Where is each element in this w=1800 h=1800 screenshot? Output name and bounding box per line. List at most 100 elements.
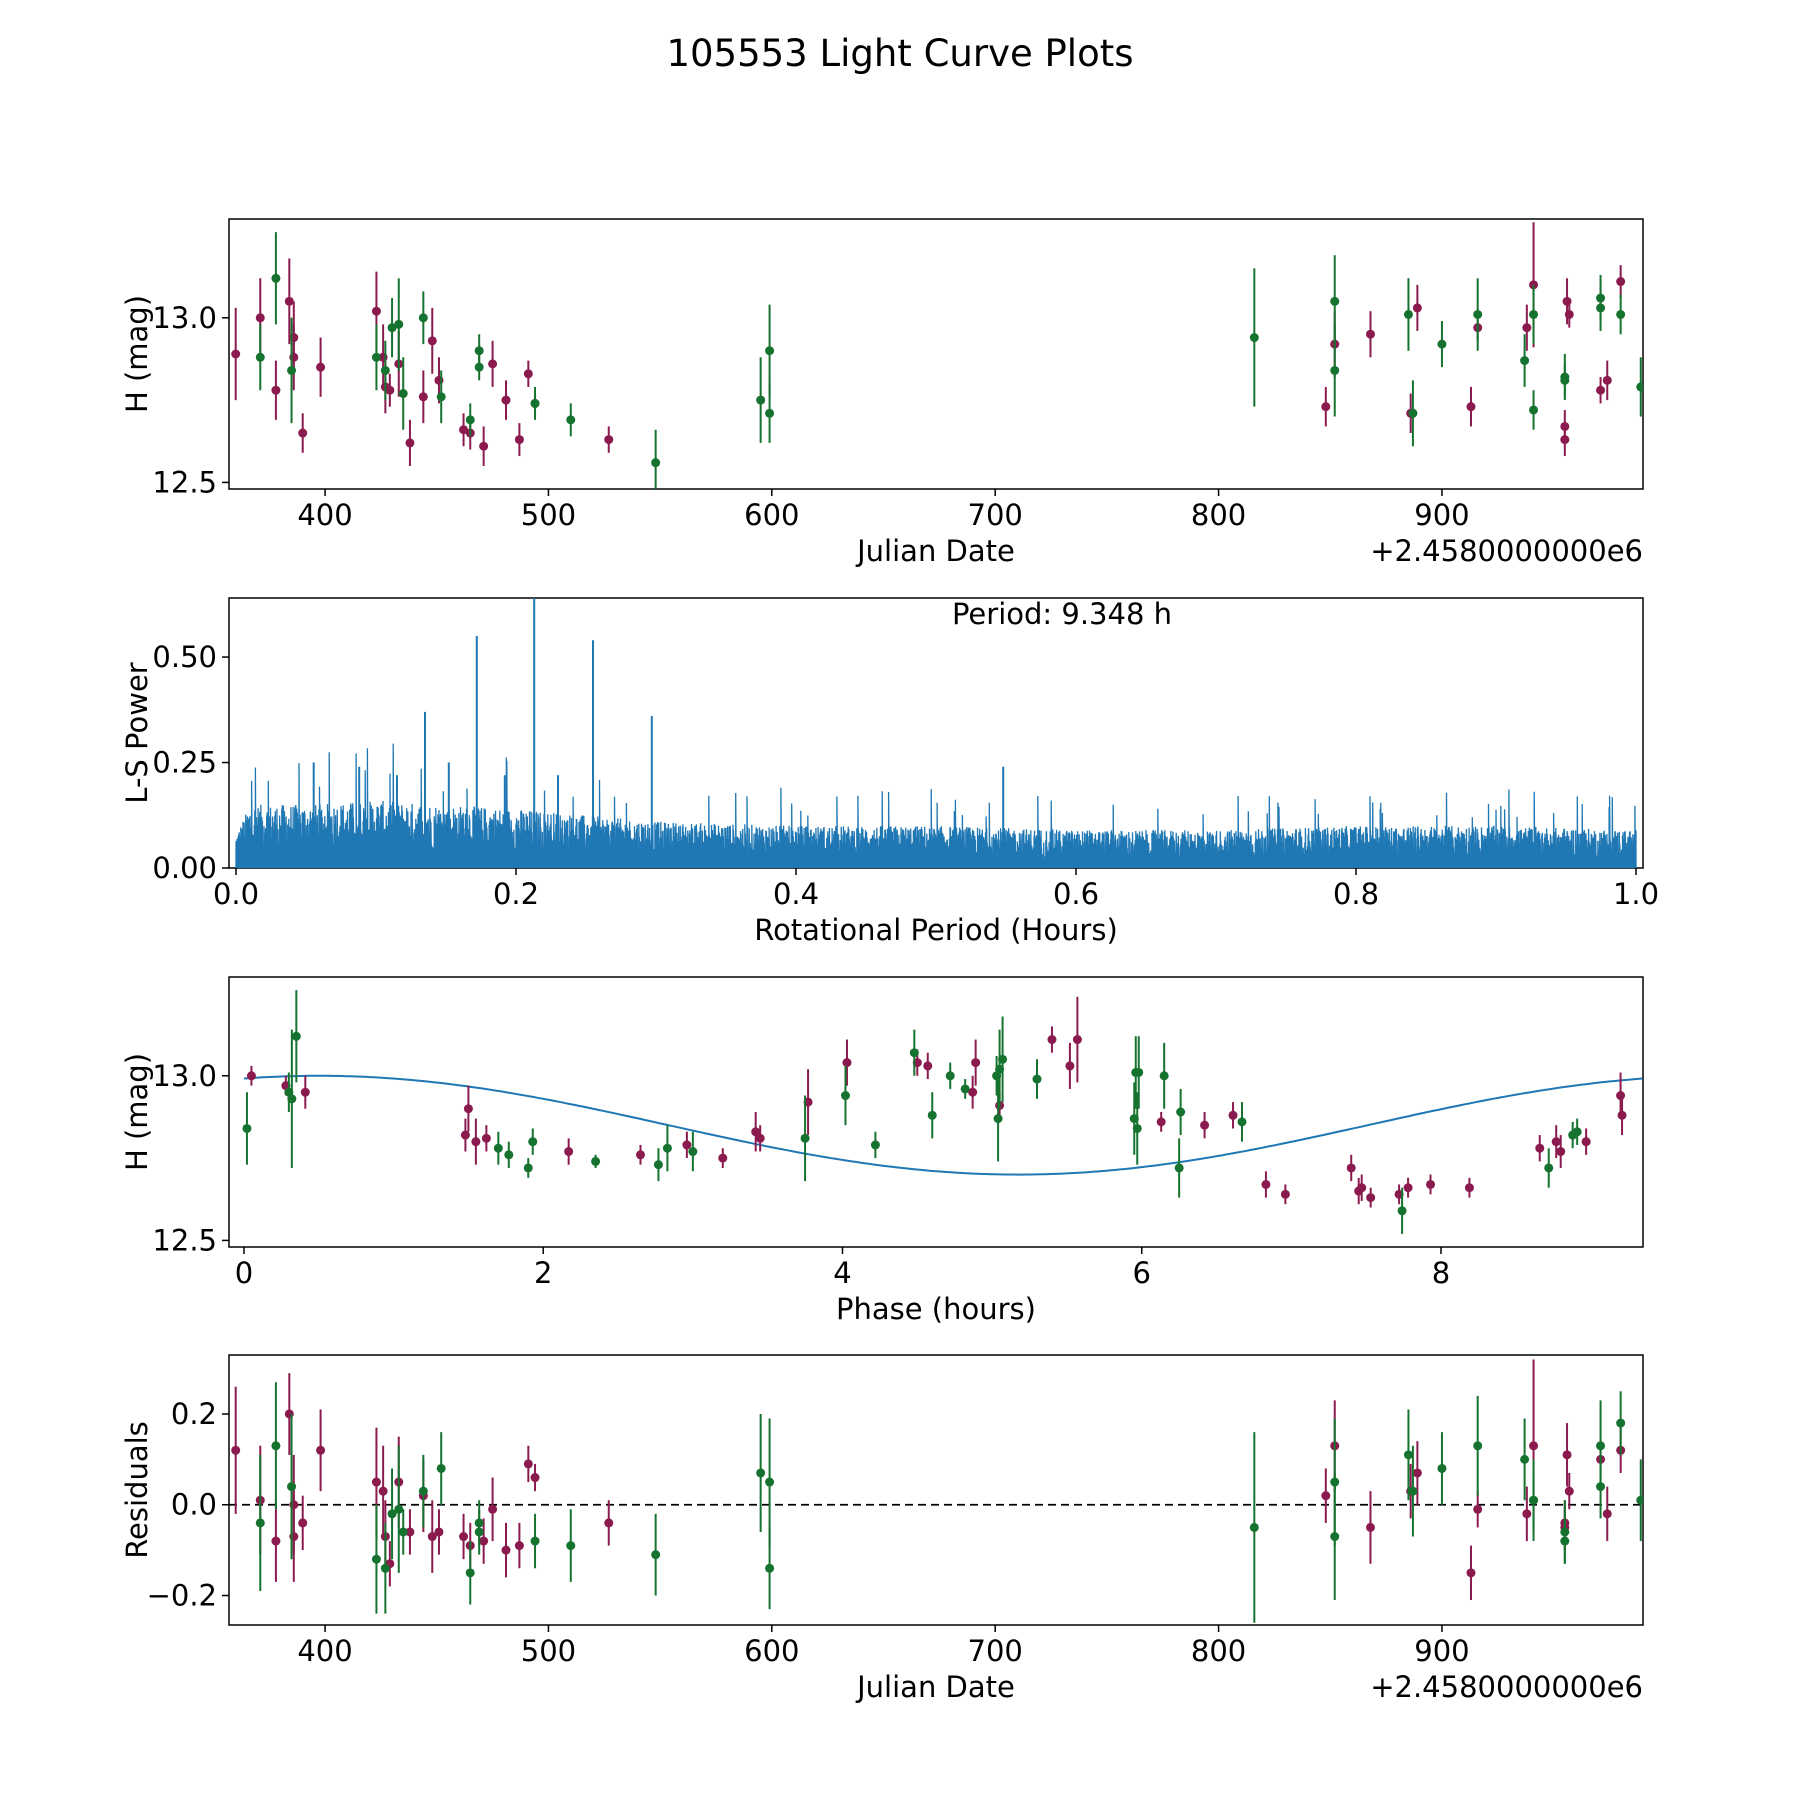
magenta-data-point bbox=[1522, 1509, 1532, 1519]
green-data-point bbox=[1544, 1163, 1554, 1173]
green-data-point bbox=[271, 1441, 281, 1451]
green-data-point bbox=[387, 323, 397, 333]
y-tick-label: 0.0 bbox=[171, 1488, 217, 1522]
magenta-data-point bbox=[231, 1445, 241, 1455]
magenta-data-point bbox=[1466, 1568, 1476, 1578]
magenta-data-point bbox=[1200, 1120, 1210, 1130]
magenta-data-point bbox=[459, 425, 469, 435]
green-data-point bbox=[756, 1468, 766, 1478]
green-data-point bbox=[1249, 1522, 1259, 1532]
magenta-data-point bbox=[755, 1133, 765, 1143]
magenta-data-point bbox=[1357, 1183, 1367, 1193]
green-data-point bbox=[287, 365, 297, 375]
magenta-data-point bbox=[418, 392, 428, 402]
magenta-data-point bbox=[271, 1536, 281, 1546]
green-data-point bbox=[927, 1110, 937, 1120]
green-data-point bbox=[474, 346, 484, 356]
magenta-data-point bbox=[635, 1150, 645, 1160]
magenta-data-point bbox=[1560, 435, 1570, 445]
green-data-point bbox=[1330, 296, 1340, 306]
y-tick-label: −0.2 bbox=[147, 1579, 217, 1613]
magenta-data-point bbox=[1602, 375, 1612, 385]
magenta-data-point bbox=[460, 1130, 470, 1140]
green-data-point bbox=[1529, 309, 1539, 319]
green-data-point bbox=[380, 1563, 390, 1573]
x-tick-label: 600 bbox=[744, 1634, 799, 1668]
y-tick-label: 0.2 bbox=[171, 1397, 217, 1431]
y-axis-label: H (mag) bbox=[120, 295, 154, 413]
magenta-data-point bbox=[1065, 1061, 1075, 1071]
green-data-point bbox=[398, 1527, 408, 1537]
x-offset-label: +2.4580000000e6 bbox=[1370, 1670, 1643, 1704]
green-data-point bbox=[530, 1536, 540, 1546]
magenta-data-point bbox=[246, 1071, 256, 1081]
green-data-point bbox=[840, 1091, 850, 1101]
magenta-data-point bbox=[488, 359, 498, 369]
green-data-point bbox=[1596, 1441, 1606, 1451]
x-tick-label: 800 bbox=[1191, 1634, 1246, 1668]
x-tick-label: 8 bbox=[1432, 1256, 1450, 1290]
magenta-data-point bbox=[1556, 1147, 1566, 1157]
magenta-data-point bbox=[298, 1518, 308, 1528]
model-group bbox=[243, 1074, 1643, 1176]
green-data-point bbox=[287, 1482, 297, 1492]
magenta-data-point bbox=[1261, 1179, 1271, 1189]
magenta-data-point bbox=[427, 336, 437, 346]
x-tick-label: 0.2 bbox=[493, 877, 539, 911]
magenta-data-point bbox=[316, 1445, 326, 1455]
green-data-point bbox=[465, 1568, 475, 1578]
x-tick-label: 0.0 bbox=[213, 877, 259, 911]
green-data-point bbox=[998, 1054, 1008, 1064]
magenta-data-point bbox=[378, 1486, 388, 1496]
magenta-data-point bbox=[271, 385, 281, 395]
green-data-point bbox=[1473, 1441, 1483, 1451]
green-data-point bbox=[765, 346, 775, 356]
magenta-data-point bbox=[1564, 309, 1574, 319]
magenta-data-point bbox=[1047, 1035, 1057, 1045]
green-data-point bbox=[530, 398, 540, 408]
magenta-data-point bbox=[1617, 1110, 1627, 1120]
green-data-point bbox=[1176, 1107, 1186, 1117]
magenta-data-point bbox=[1412, 303, 1422, 313]
magenta-data-point bbox=[1365, 329, 1375, 339]
magenta-data-point bbox=[1581, 1137, 1591, 1147]
magenta-data-point bbox=[1412, 1468, 1422, 1478]
magenta-data-point bbox=[1564, 1486, 1574, 1496]
green-data-point bbox=[651, 1550, 661, 1560]
x-tick-label: 0 bbox=[235, 1256, 253, 1290]
green-data-point bbox=[1237, 1117, 1247, 1127]
magenta-data-point bbox=[1464, 1183, 1474, 1193]
magenta-data-point bbox=[231, 349, 241, 359]
data-points bbox=[231, 1359, 1643, 1623]
x-axis-label: Rotational Period (Hours) bbox=[754, 913, 1118, 947]
y-tick-label: 12.5 bbox=[152, 1223, 217, 1257]
magenta-data-point bbox=[459, 1532, 469, 1542]
magenta-data-point bbox=[682, 1140, 692, 1150]
magenta-data-point bbox=[1535, 1143, 1545, 1153]
green-data-point bbox=[242, 1123, 252, 1133]
green-data-point bbox=[1330, 1532, 1340, 1542]
x-tick-label: 4 bbox=[833, 1256, 851, 1290]
green-data-point bbox=[528, 1137, 538, 1147]
green-data-point bbox=[1249, 333, 1259, 343]
magenta-data-point bbox=[604, 435, 614, 445]
magenta-data-point bbox=[298, 428, 308, 438]
magenta-data-point bbox=[284, 296, 294, 306]
y-tick-label: 0.25 bbox=[152, 746, 217, 780]
magenta-data-point bbox=[1602, 1509, 1612, 1519]
power-series bbox=[235, 598, 1637, 868]
y-tick-label: 0.50 bbox=[152, 640, 217, 674]
magenta-data-point bbox=[751, 1127, 761, 1137]
magenta-data-point bbox=[405, 438, 415, 448]
green-data-point bbox=[1408, 1486, 1418, 1496]
magenta-data-point bbox=[523, 1459, 533, 1469]
magenta-data-point bbox=[371, 1477, 381, 1487]
green-data-point bbox=[651, 458, 661, 468]
green-data-point bbox=[765, 408, 775, 418]
green-data-point bbox=[1473, 309, 1483, 319]
magenta-data-point bbox=[371, 306, 381, 316]
magenta-data-point bbox=[1365, 1522, 1375, 1532]
periodogram-plot: 0.0 0.2 0.4 0.6 0.8 1.0 0.00 0.25 0.50 Rotational… bbox=[120, 597, 1659, 947]
x-tick-label: 500 bbox=[521, 498, 576, 532]
